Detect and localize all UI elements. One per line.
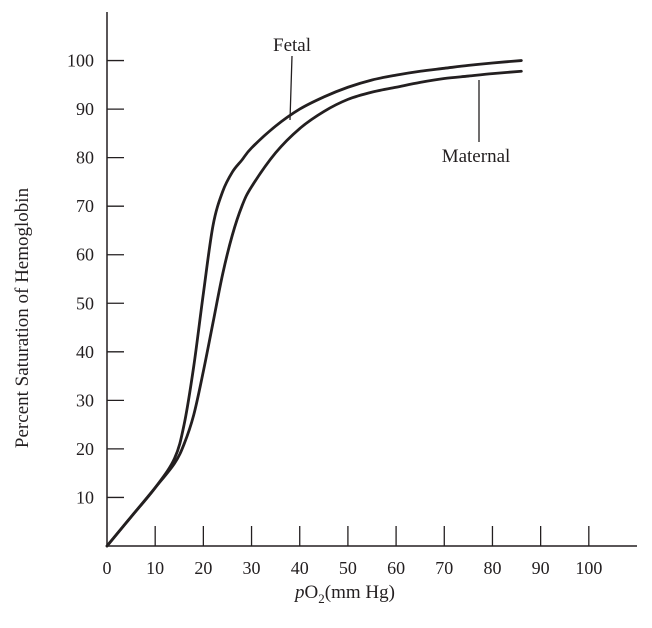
series-group bbox=[105, 59, 523, 548]
x-tick-label: 10 bbox=[146, 558, 164, 578]
y-tick-label: 80 bbox=[76, 148, 94, 168]
y-tick-label: 10 bbox=[76, 487, 94, 507]
annotation-label-fetal: Fetal bbox=[273, 35, 311, 56]
x-axis-title-italic: p bbox=[293, 582, 305, 603]
annotation-leader-fetal bbox=[289, 55, 293, 121]
x-tick-label: 0 bbox=[103, 558, 112, 578]
x-tick-label: 100 bbox=[575, 558, 602, 578]
y-tick-label: 30 bbox=[76, 390, 94, 410]
y-tick-label: 20 bbox=[76, 439, 94, 459]
x-tick-label: 40 bbox=[291, 558, 309, 578]
y-tick-label: 40 bbox=[76, 342, 94, 362]
y-axis-title: Percent Saturation of Hemoglobin bbox=[12, 187, 33, 448]
x-tick-label: 30 bbox=[243, 558, 261, 578]
annotations: Fetal Maternal bbox=[273, 35, 510, 167]
y-tick-label: 60 bbox=[76, 245, 94, 265]
y-tick-label: 100 bbox=[67, 51, 94, 71]
x-axis-title: pO2(mm Hg) bbox=[293, 582, 395, 606]
y-axis-ticks: 10 20 30 40 50 60 70 80 90 100 bbox=[67, 51, 124, 507]
x-tick-label: 80 bbox=[483, 558, 501, 578]
axes bbox=[106, 12, 637, 547]
series-line-fetal bbox=[105, 59, 523, 548]
x-axis-ticks: 0 10 20 30 40 50 60 70 80 90 100 bbox=[103, 526, 602, 578]
series-line-maternal bbox=[105, 69, 523, 548]
x-tick-label: 50 bbox=[339, 558, 357, 578]
x-tick-label: 70 bbox=[435, 558, 453, 578]
y-tick-label: 90 bbox=[76, 99, 94, 119]
x-tick-label: 20 bbox=[194, 558, 212, 578]
x-axis-title-subscript: 2 bbox=[318, 591, 325, 606]
y-tick-label: 70 bbox=[76, 196, 94, 216]
x-axis-title-base: O bbox=[305, 582, 319, 603]
x-tick-label: 90 bbox=[532, 558, 550, 578]
x-axis-title-rest: (mm Hg) bbox=[325, 582, 395, 603]
y-tick-label: 50 bbox=[76, 293, 94, 313]
annotation-label-maternal: Maternal bbox=[442, 146, 511, 167]
x-tick-label: 60 bbox=[387, 558, 405, 578]
